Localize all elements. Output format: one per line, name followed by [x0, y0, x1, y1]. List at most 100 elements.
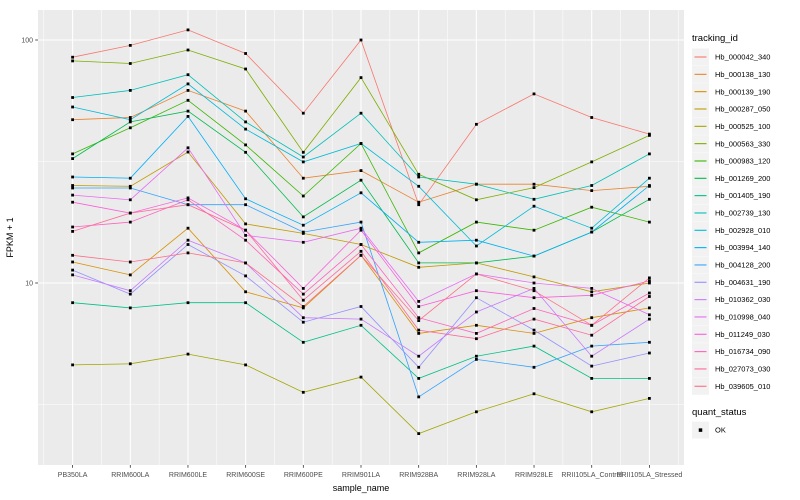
data-point	[359, 38, 363, 42]
data-point	[417, 328, 421, 332]
legend-label: OK	[715, 426, 726, 435]
data-point	[532, 281, 536, 285]
data-point	[417, 365, 421, 369]
data-point	[475, 289, 478, 293]
data-point	[128, 362, 132, 366]
data-point	[71, 186, 74, 190]
data-point	[532, 254, 536, 258]
legend-entry: Hb_000042_340	[692, 48, 770, 66]
legend-entry: Hb_004631_190	[692, 273, 770, 291]
legend-entry: Hb_039605_010	[692, 377, 770, 395]
data-point	[128, 184, 132, 188]
data-point	[590, 316, 594, 320]
data-point	[359, 375, 363, 379]
legend-label: Hb_004128_200	[715, 261, 770, 270]
data-point	[71, 193, 74, 197]
data-point	[417, 319, 421, 322]
data-point	[244, 222, 247, 226]
data-point	[71, 157, 74, 160]
data-point	[128, 126, 132, 130]
data-point	[244, 120, 247, 124]
data-point	[244, 109, 247, 113]
data-point	[590, 116, 594, 119]
data-point	[532, 365, 536, 369]
data-point	[648, 351, 651, 355]
black-square-icon	[698, 428, 703, 432]
legend-label: Hb_039605_010	[715, 382, 770, 391]
x-tick-label: RRII105LA_Control	[561, 472, 622, 479]
data-point	[359, 220, 363, 224]
data-point	[71, 59, 74, 63]
data-point	[71, 230, 74, 233]
data-point	[590, 293, 594, 297]
data-point	[301, 287, 305, 290]
data-point	[244, 290, 247, 294]
data-point	[475, 358, 478, 361]
x-axis-title: sample_name	[333, 483, 390, 493]
data-point	[590, 410, 594, 414]
data-point	[475, 332, 478, 335]
data-point	[417, 332, 421, 335]
data-point	[128, 289, 132, 293]
legend-entry: Hb_010998_040	[692, 308, 770, 326]
data-point	[301, 176, 305, 180]
data-point	[301, 320, 305, 324]
data-point	[475, 296, 478, 300]
legend-label: Hb_000139_190	[715, 87, 770, 96]
data-point	[186, 150, 190, 154]
legend-entry: Hb_003994_140	[692, 239, 770, 257]
legend-label: Hb_000563_330	[715, 139, 770, 148]
data-point	[475, 310, 478, 314]
data-point	[417, 172, 421, 176]
legend-entry: Hb_004128_200	[692, 256, 770, 274]
data-point	[590, 364, 594, 368]
data-point	[244, 228, 247, 232]
data-point	[648, 279, 651, 283]
data-point	[244, 274, 247, 278]
data-point	[301, 316, 305, 320]
data-point	[128, 120, 132, 124]
data-point	[590, 287, 594, 290]
data-point	[186, 198, 190, 202]
data-point	[244, 363, 247, 367]
data-point	[417, 300, 421, 303]
data-point	[71, 200, 74, 204]
legend-label: Hb_010998_040	[715, 313, 770, 322]
data-point	[532, 317, 536, 321]
data-point	[648, 176, 651, 180]
data-point	[71, 175, 74, 179]
data-point	[417, 184, 421, 188]
legend-entry: Hb_000139_190	[692, 83, 770, 101]
data-point	[417, 200, 421, 204]
legend-label: Hb_003994_140	[715, 243, 770, 252]
data-point	[244, 301, 247, 305]
data-point	[417, 432, 421, 435]
data-point	[244, 234, 247, 237]
legend-entry: Hb_001269_200	[692, 169, 770, 187]
data-point	[244, 197, 247, 201]
legend-label: Hb_004631_190	[715, 278, 770, 287]
data-point	[417, 377, 421, 380]
legend-label: Hb_002928_010	[715, 226, 770, 235]
data-point	[186, 28, 190, 32]
data-point	[186, 82, 190, 86]
x-tick-label: RRIM600LE	[169, 472, 207, 479]
legend-entry: Hb_000563_330	[692, 135, 770, 153]
legend-label: Hb_000525_100	[715, 122, 770, 131]
data-point	[590, 377, 594, 380]
data-point	[301, 150, 305, 154]
data-point	[475, 182, 478, 186]
data-point	[359, 142, 363, 145]
data-point	[71, 225, 74, 229]
data-point	[590, 290, 594, 294]
data-point	[244, 67, 247, 71]
data-point	[532, 228, 536, 232]
legend-label: Hb_010362_030	[715, 295, 770, 304]
data-point	[475, 410, 478, 414]
data-point	[648, 340, 651, 344]
data-point	[186, 89, 190, 92]
data-point	[301, 194, 305, 198]
data-point	[532, 332, 536, 335]
legend-label: Hb_000042_340	[715, 53, 770, 62]
data-point	[590, 189, 594, 192]
